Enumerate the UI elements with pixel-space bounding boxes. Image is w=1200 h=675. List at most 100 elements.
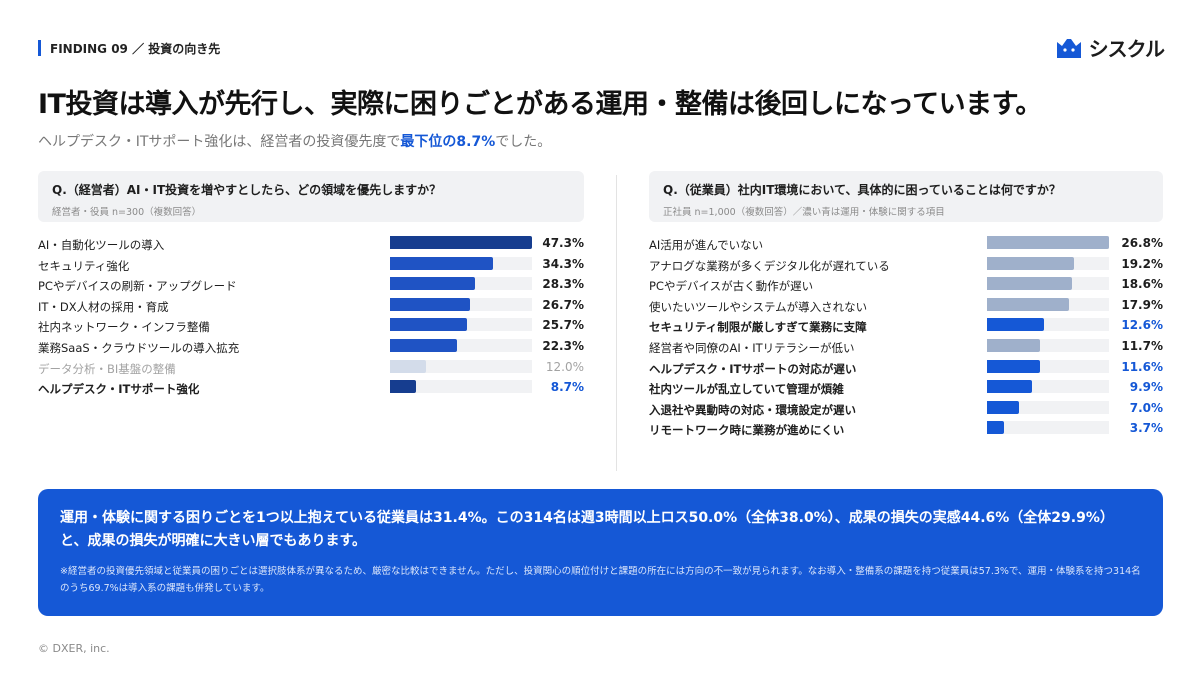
bar-label: 社内ツールが乱立していて管理が煩雑: [649, 382, 844, 397]
employee-chart-panel: Q.（従業員）社内IT環境において、具体的に困っていることは何ですか？ 正社員 …: [649, 171, 1163, 437]
bar-track: [987, 277, 1109, 291]
brand-logo: シスクル: [1054, 33, 1165, 62]
panel-divider: [616, 175, 617, 471]
bar-row: データ分析・BI基盤の整備 12.0%: [38, 358, 584, 378]
executive-chart-panel: Q.（経営者）AI・IT投資を増やすとしたら、どの領域を優先しますか？ 経営者・…: [38, 171, 584, 396]
bar-value-label: 12.6%: [1121, 318, 1163, 333]
bar-label: PCやデバイスが古く動作が遅い: [649, 279, 814, 294]
executive-sample-note: 経営者・役員 n=300（複数回答）: [52, 207, 202, 218]
bar-value-label: 11.7%: [1121, 339, 1163, 353]
bar-label: セキュリティ制限が厳しすぎて業務に支障: [649, 320, 867, 335]
bar-track: [390, 236, 532, 249]
bar-label: ヘルプデスク・ITサポートの対応が遅い: [649, 361, 857, 376]
bar-row: アナログな業務が多くデジタル化が遅れている 19.2%: [649, 255, 1163, 275]
bar-track: [390, 339, 532, 352]
bar-label: アナログな業務が多くデジタル化が遅れている: [649, 258, 890, 273]
bar-row: ヘルプデスク・ITサポートの対応が遅い 11.6%: [649, 358, 1163, 378]
bar: [987, 339, 1041, 352]
bar-label: 使いたいツールやシステムが導入されない: [649, 299, 868, 314]
summary-callout: 運用・体験に関する困りごとを1つ以上抱えている従業員は31.4%。この314名は…: [38, 489, 1163, 616]
bar-row: PCやデバイスが古く動作が遅い 18.6%: [649, 275, 1163, 295]
bar-track: [390, 380, 532, 394]
bar-row: リモートワーク時に業務が進めにくい 3.7%: [649, 419, 1163, 439]
employee-question-box: Q.（従業員）社内IT環境において、具体的に困っていることは何ですか？ 正社員 …: [649, 171, 1163, 222]
bar: [390, 339, 457, 352]
bar-track: [390, 277, 532, 291]
bar-track: [390, 297, 532, 311]
bar-value-label: 3.7%: [1129, 421, 1163, 436]
bar: [390, 359, 426, 373]
executive-question: Q.（経営者）AI・IT投資を増やすとしたら、どの領域を優先しますか？: [52, 183, 442, 197]
bar: [987, 256, 1075, 270]
finding-label: FINDING 09 ／ 投資の向き先: [38, 40, 220, 56]
bar: [987, 421, 1004, 435]
bar-track: [987, 318, 1109, 332]
bar-value-label: 8.7%: [550, 380, 584, 395]
bar-label: AI・自動化ツールの導入: [38, 238, 165, 252]
finding-text: FINDING 09 ／ 投資の向き先: [50, 41, 221, 56]
bar-value-label: 19.2%: [1121, 256, 1163, 271]
bar-label: 社内ネットワーク・インフラ整備: [38, 320, 210, 335]
bar-value-label: 17.9%: [1121, 297, 1163, 312]
bar: [390, 256, 493, 270]
bar-value-label: 25.7%: [542, 318, 584, 333]
bar-track: [987, 236, 1109, 249]
copyright: © DXER, inc.: [38, 642, 110, 655]
bar: [390, 236, 532, 249]
cat-logo-icon: [1056, 38, 1081, 58]
bar-track: [390, 318, 532, 332]
bar-label: リモートワーク時に業務が進めにくい: [649, 423, 845, 438]
bar-track: [987, 421, 1109, 435]
bar-label: ヘルプデスク・ITサポート強化: [38, 382, 200, 397]
bar-row: 使いたいツールやシステムが導入されない 17.9%: [649, 296, 1163, 316]
bar-row: 入退社や異動時の対応・環境設定が遅い 7.0%: [649, 399, 1163, 419]
bar: [987, 297, 1069, 311]
bar-value-label: 11.6%: [1121, 359, 1163, 374]
bar-label: データ分析・BI基盤の整備: [38, 361, 176, 376]
bar-row: ヘルプデスク・ITサポート強化 8.7%: [38, 378, 584, 398]
bar-value-label: 26.7%: [542, 297, 584, 312]
bar-row: 社内ネットワーク・インフラ整備 25.7%: [38, 316, 584, 336]
callout-footnote: ※経営者の投資優先領域と従業員の困りごとは選択肢体系が異なるため、厳密な比較はで…: [60, 566, 1141, 594]
brand-name: シスクル: [1088, 37, 1165, 61]
bar: [987, 277, 1072, 291]
subtitle-prefix: ヘルプデスク・ITサポート強化は、経営者の投資優先度で: [38, 134, 401, 150]
bar-row: セキュリティ制限が厳しすぎて業務に支障 12.6%: [649, 316, 1163, 336]
bar-value-label: 47.3%: [542, 236, 584, 250]
finding-accent-bar: [38, 40, 41, 56]
executive-question-box: Q.（経営者）AI・IT投資を増やすとしたら、どの領域を優先しますか？ 経営者・…: [38, 171, 584, 222]
bar: [987, 400, 1019, 414]
bar-row: AI・自動化ツールの導入 47.3%: [38, 234, 584, 254]
bar-value-label: 7.0%: [1129, 400, 1163, 415]
bar-track: [987, 339, 1109, 352]
bar: [987, 236, 1109, 249]
bar-row: 経営者や同僚のAI・ITリテラシーが低い 11.7%: [649, 337, 1163, 357]
callout-main-text: 運用・体験に関する困りごとを1つ以上抱えている従業員は31.4%。この314名は…: [60, 510, 1114, 549]
bar-row: AI活用が進んでいない 26.8%: [649, 234, 1163, 254]
bar-value-label: 28.3%: [542, 277, 584, 292]
bar-label: 業務SaaS・クラウドツールの導入拡充: [38, 341, 240, 355]
bar: [987, 380, 1033, 394]
bar-value-label: 34.3%: [542, 256, 584, 271]
bar: [390, 380, 417, 394]
bar-track: [987, 380, 1109, 394]
bar: [390, 277, 475, 291]
bar-value-label: 12.0%: [545, 359, 584, 374]
bar-label: IT・DX人材の採用・育成: [38, 299, 169, 314]
page-title: IT投資は導入が先行し、実際に困りごとがある運用・整備は後回しになっています。: [38, 89, 1042, 120]
bar-track: [987, 256, 1109, 270]
employee-question: Q.（従業員）社内IT環境において、具体的に困っていることは何ですか？: [663, 183, 1061, 197]
bar-label: AI活用が進んでいない: [649, 238, 764, 252]
bar-label: 入退社や異動時の対応・環境設定が遅い: [649, 402, 856, 417]
bar-row: 業務SaaS・クラウドツールの導入拡充 22.3%: [38, 337, 584, 357]
bar-value-label: 9.9%: [1129, 380, 1163, 395]
bar-track: [987, 297, 1109, 311]
bar: [390, 318, 468, 332]
bar-row: 社内ツールが乱立していて管理が煩雑 9.9%: [649, 378, 1163, 398]
bar: [390, 297, 471, 311]
bar-track: [987, 359, 1109, 373]
subtitle-suffix: でした。: [495, 134, 552, 150]
bar-label: セキュリティ強化: [38, 258, 130, 273]
bar-track: [390, 359, 532, 373]
subtitle-highlight: 最下位の8.7%: [400, 134, 496, 150]
